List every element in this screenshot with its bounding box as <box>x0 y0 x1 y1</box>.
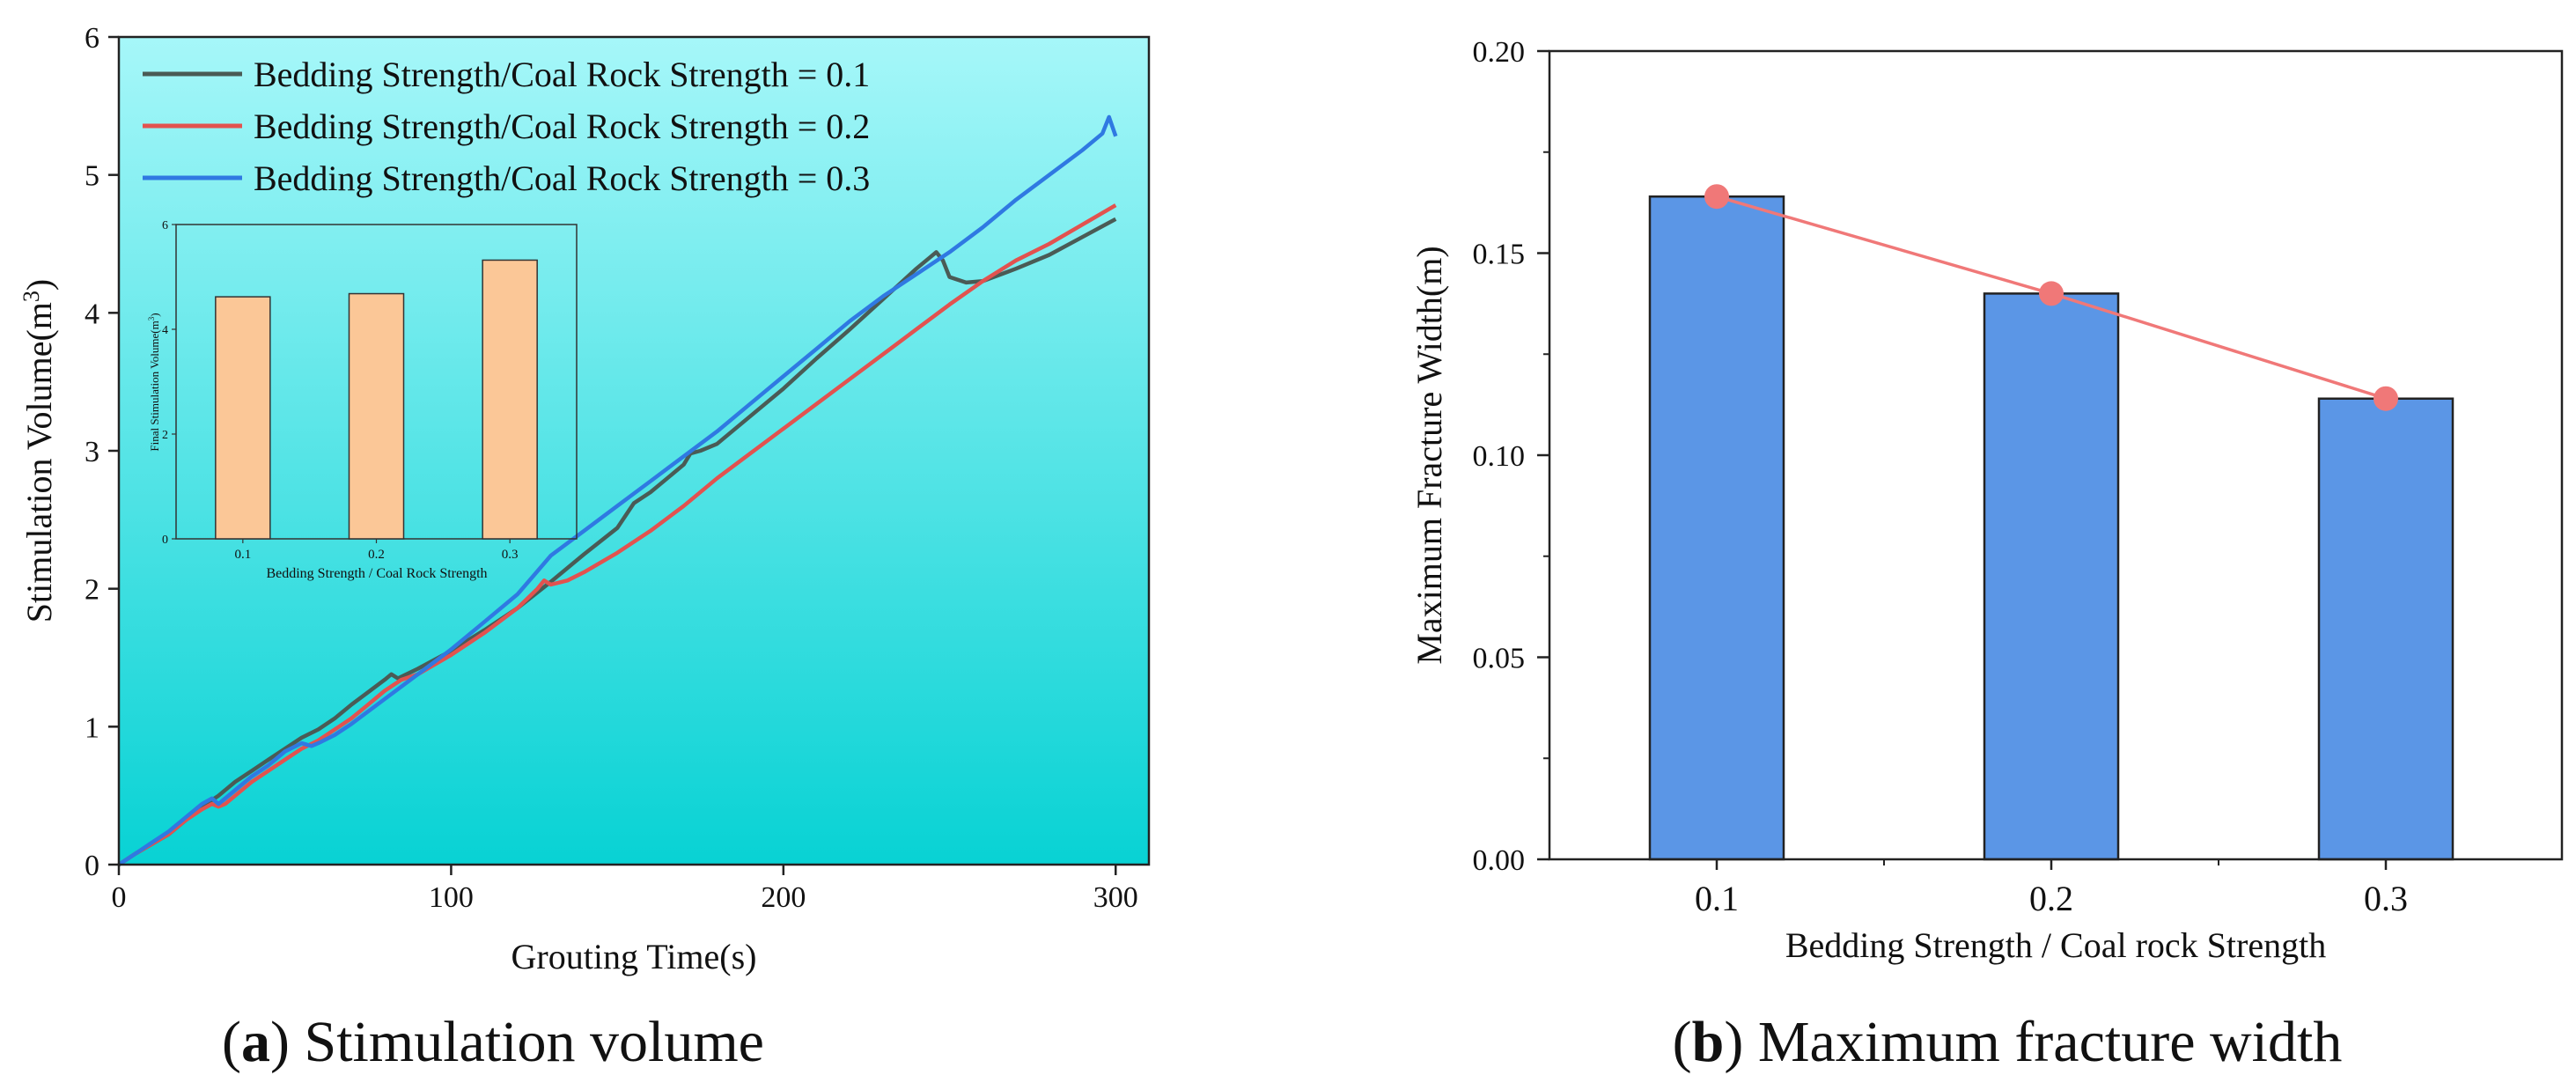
panel-a-y-tick-label: 6 <box>85 22 99 55</box>
panel-a-y-axis-label-sup: 3 <box>18 291 44 302</box>
panel-a-axis-ticks: 0 100 200 300 0 1 2 3 4 5 6 <box>85 22 1138 914</box>
inset-y-tick-label: 6 <box>162 219 168 232</box>
panel-b-x-tick-label: 0.3 <box>2364 879 2408 918</box>
series-line-ratio-0.3 <box>117 114 1118 866</box>
panel-b-y-tick-label: 0.00 <box>1473 844 1526 877</box>
panel-a-series-group <box>117 114 1118 866</box>
inset-y-tick-label: 4 <box>162 324 168 337</box>
inset-y-axis-label: Final Stimulation Volume(m3) <box>147 313 161 451</box>
panel-a-y-axis-label-close: ) <box>19 279 59 291</box>
legend-label-ratio-0.3: Bedding Strength/Coal Rock Strength = 0.… <box>254 158 870 198</box>
panel-a-x-tick-label: 0 <box>112 881 127 914</box>
inset-x-tick-label: 0.3 <box>502 548 519 562</box>
panel-a-stimulation-volume-chart: 0 100 200 300 0 1 2 3 4 5 6 Grouting Time(s) Stimu… <box>18 22 1151 976</box>
inset-x-tick-label: 0.2 <box>368 548 385 562</box>
legend-label-ratio-0.2: Bedding Strength/Coal Rock Strength = 0.… <box>254 107 870 146</box>
inset-bars-group <box>215 259 538 540</box>
panel-a-y-tick-label: 5 <box>85 160 99 193</box>
panel-a-plot-background <box>119 37 1149 865</box>
caption-a-letter: a <box>241 1010 270 1074</box>
panel-a-x-tick-label: 200 <box>761 881 806 914</box>
panel-a-x-tick-label: 300 <box>1093 881 1138 914</box>
panel-a-y-tick-label: 2 <box>85 574 99 607</box>
inset-x-tick-label: 0.1 <box>234 548 251 562</box>
bar-ratio-0.2 <box>1983 292 2120 861</box>
inset-y-tick-label: 2 <box>162 429 168 442</box>
inset-y-tick-label: 0 <box>162 534 168 547</box>
caption-b: (b) Maximum fracture width <box>1673 1010 2343 1074</box>
inset-y-axis-label-main: Final Stimulation Volume(m <box>148 320 161 451</box>
panel-a-y-tick-label: 4 <box>85 298 99 330</box>
bar-ratio-0.1 <box>1648 195 1785 861</box>
panel-b-y-tick-label: 0.05 <box>1473 643 1526 675</box>
panel-a-y-tick-label: 0 <box>85 850 99 882</box>
panel-a-x-axis-label: Grouting Time(s) <box>512 937 757 976</box>
panel-b-x-tick-label: 0.1 <box>1695 879 1739 918</box>
inset-axis-ticks: 0.1 0.2 0.3 0 2 4 6 <box>162 219 519 562</box>
panel-a-x-tick-label: 100 <box>429 881 474 914</box>
legend-label-ratio-0.1: Bedding Strength/Coal Rock Strength = 0.… <box>254 55 870 94</box>
inset-bar-0.3 <box>482 259 538 540</box>
caption-a-text: Stimulation volume <box>304 1010 764 1074</box>
caption-a: (a) Stimulation volume <box>222 1010 764 1074</box>
panel-b-x-axis-label: Bedding Strength / Coal rock Strength <box>1785 925 2326 965</box>
panel-a-y-tick-label: 3 <box>85 436 99 468</box>
panel-b-trend-line-group <box>1704 184 2398 411</box>
inset-y-axis-label-close: ) <box>148 313 161 316</box>
inset-y-axis-label-sup: 3 <box>147 316 156 320</box>
trend-point-ratio-0.3 <box>2374 386 2398 411</box>
panel-b-y-axis-label: Maximum Fracture Width(m) <box>1409 246 1449 664</box>
trend-point-ratio-0.1 <box>1704 184 1729 210</box>
inset-x-axis-label: Bedding Strength / Coal Rock Strength <box>266 566 487 581</box>
panel-b-fracture-width-chart: 0.1 0.2 0.3 0.00 0.05 0.10 0.15 0.20 Bedding St… <box>1409 36 2564 965</box>
inset-bar-0.1 <box>215 296 271 540</box>
inset-bar-0.2 <box>348 292 405 540</box>
panel-b-y-tick-label: 0.20 <box>1473 36 1526 69</box>
panel-a-y-axis-label: Stimulation Volume(m3) <box>18 279 60 622</box>
series-line-ratio-0.2 <box>117 203 1117 866</box>
caption-b-letter: b <box>1692 1010 1725 1074</box>
panel-a-inset-bar-chart: 0.1 0.2 0.3 0 2 4 6 Bedding Strength / Coal Ro… <box>147 219 578 581</box>
bar-ratio-0.3 <box>2317 397 2455 861</box>
panel-b-axis-ticks: 0.1 0.2 0.3 0.00 0.05 0.10 0.15 0.20 <box>1473 36 2409 918</box>
trend-point-ratio-0.2 <box>2039 281 2064 306</box>
panel-b-y-tick-label: 0.15 <box>1473 239 1526 271</box>
panel-a-y-tick-label: 1 <box>85 711 99 744</box>
panel-b-bars-group <box>1648 195 2455 861</box>
panel-a-legend: Bedding Strength/Coal Rock Strength = 0.… <box>143 55 870 198</box>
caption-b-text: Maximum fracture width <box>1758 1010 2342 1074</box>
panel-b-x-tick-label: 0.2 <box>2029 879 2073 918</box>
series-line-ratio-0.1 <box>117 217 1117 866</box>
panel-b-y-tick-label: 0.10 <box>1473 440 1526 473</box>
panel-a-y-axis-label-main: Stimulation Volume(m <box>19 302 59 622</box>
